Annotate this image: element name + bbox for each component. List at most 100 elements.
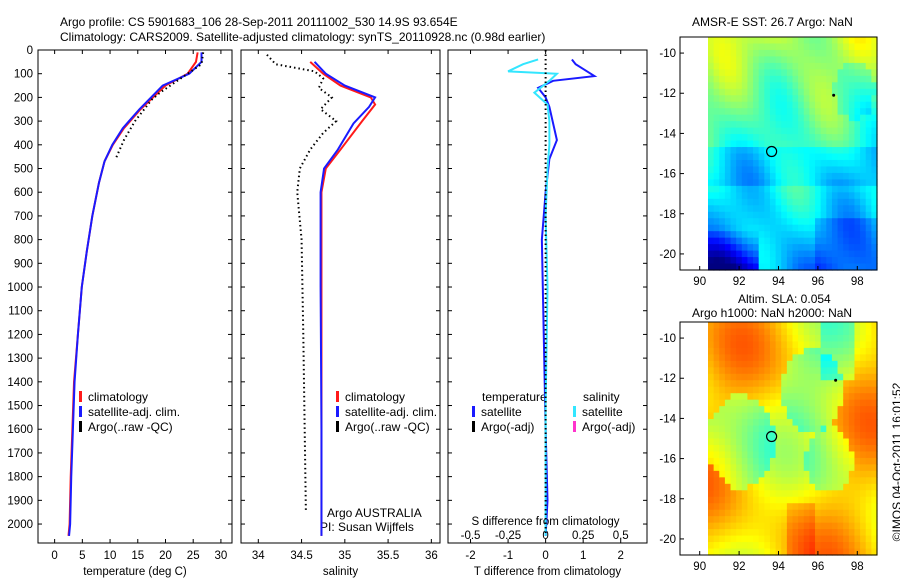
map-cell bbox=[820, 159, 827, 168]
map-cell bbox=[820, 548, 827, 556]
map-cell bbox=[854, 62, 861, 70]
map-cell bbox=[747, 69, 754, 77]
map-cell bbox=[815, 159, 822, 168]
map-cell bbox=[764, 179, 771, 187]
map-cell bbox=[769, 483, 777, 491]
map-cell bbox=[786, 121, 794, 129]
map-cell bbox=[758, 399, 765, 407]
map-cell bbox=[798, 166, 805, 174]
y-tick-label: 1400 bbox=[7, 377, 33, 389]
map-cell bbox=[741, 205, 749, 213]
map-cell bbox=[848, 172, 856, 180]
map-cell bbox=[724, 88, 732, 96]
map-cell bbox=[871, 535, 878, 543]
map-cell bbox=[775, 360, 782, 368]
map-cell bbox=[758, 529, 765, 537]
map-cell bbox=[775, 386, 782, 394]
map-cell bbox=[736, 185, 743, 193]
map-cell bbox=[747, 231, 754, 239]
map-cell bbox=[713, 522, 720, 530]
map-cell bbox=[815, 380, 822, 388]
map-cell bbox=[719, 328, 726, 336]
map-cell bbox=[741, 503, 749, 511]
map-cell bbox=[860, 393, 867, 401]
map-cell bbox=[826, 185, 833, 193]
map-cell bbox=[724, 43, 732, 51]
map-cell bbox=[865, 438, 872, 446]
map-cell bbox=[854, 95, 861, 103]
map-cell bbox=[871, 496, 878, 504]
map-cell bbox=[871, 393, 878, 401]
map-cell bbox=[860, 95, 867, 103]
map-cell bbox=[871, 37, 878, 45]
map-cell bbox=[741, 542, 749, 550]
map-cell bbox=[843, 503, 850, 511]
map-cell bbox=[837, 464, 844, 472]
map-cell bbox=[758, 548, 765, 556]
map-cell bbox=[815, 231, 822, 239]
map-cell bbox=[820, 108, 827, 116]
map-cell bbox=[848, 88, 856, 96]
map-cell bbox=[781, 360, 788, 368]
map-cell bbox=[837, 386, 844, 394]
map-cell bbox=[758, 37, 765, 45]
map-cell bbox=[798, 153, 805, 161]
map-cell bbox=[831, 509, 839, 517]
map-cell bbox=[848, 121, 856, 129]
map-cell bbox=[724, 159, 732, 168]
map-cell bbox=[781, 444, 788, 453]
map-cell bbox=[837, 244, 844, 252]
map-cell bbox=[775, 205, 782, 213]
map-cell bbox=[758, 211, 765, 219]
map-cell bbox=[865, 159, 872, 168]
map-cell bbox=[809, 69, 816, 77]
x-tick-label: 2 bbox=[618, 550, 624, 562]
map-cell bbox=[786, 211, 794, 219]
map-cell bbox=[708, 75, 715, 83]
map-cell bbox=[775, 444, 782, 453]
map-cell bbox=[815, 244, 822, 252]
map-cell bbox=[854, 432, 861, 440]
map-cell bbox=[719, 88, 726, 96]
map-cell bbox=[781, 347, 788, 355]
map-cell bbox=[865, 386, 872, 394]
map-cell bbox=[826, 406, 833, 414]
y-tick-label: 1300 bbox=[7, 353, 33, 365]
map-cell bbox=[848, 322, 856, 330]
map-cell bbox=[786, 56, 794, 64]
map-cell bbox=[820, 412, 827, 420]
map-cell bbox=[831, 412, 839, 420]
map-cell bbox=[769, 406, 777, 414]
map-cell bbox=[820, 82, 827, 90]
map-cell bbox=[820, 114, 827, 122]
map-cell bbox=[764, 95, 771, 103]
map-cell bbox=[848, 496, 856, 504]
map-cell bbox=[769, 542, 777, 550]
map-cell bbox=[753, 108, 760, 116]
map-cell bbox=[843, 328, 850, 336]
map-cell bbox=[708, 438, 715, 446]
map-cell bbox=[775, 438, 782, 446]
map-cell bbox=[741, 153, 749, 161]
map-cell bbox=[753, 419, 760, 427]
map-cell bbox=[854, 341, 861, 349]
map-cell bbox=[730, 399, 737, 407]
map-cell bbox=[848, 444, 856, 453]
map-cell bbox=[708, 483, 715, 491]
map-cell bbox=[831, 101, 839, 109]
map-cell bbox=[848, 237, 856, 245]
map-cell bbox=[713, 490, 720, 498]
map-cell bbox=[815, 322, 822, 330]
map-cell bbox=[860, 159, 867, 168]
map-cell bbox=[775, 95, 782, 103]
map-cell bbox=[865, 231, 872, 239]
map-cell bbox=[753, 88, 760, 96]
x-tick-label: 35.5 bbox=[377, 550, 399, 562]
map-cell bbox=[837, 211, 844, 219]
map-cell bbox=[809, 75, 816, 83]
map-cell bbox=[860, 153, 867, 161]
map-cell bbox=[803, 134, 810, 142]
map-cell bbox=[747, 140, 754, 148]
map-cell bbox=[820, 347, 827, 355]
map-cell bbox=[871, 367, 878, 375]
